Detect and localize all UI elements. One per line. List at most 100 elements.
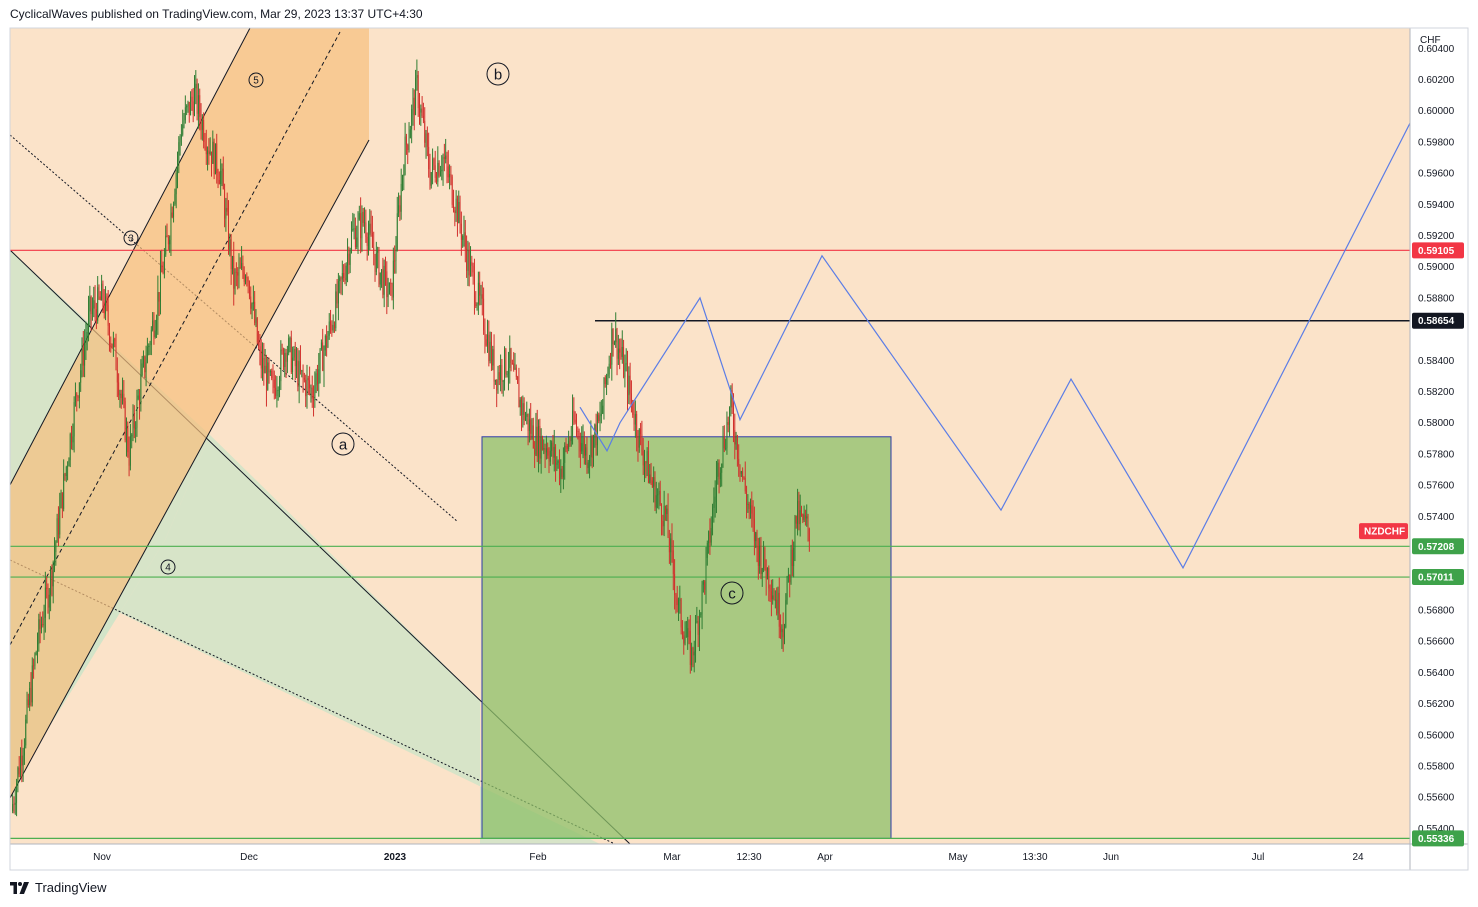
candle-body [201, 120, 203, 130]
candle-body [556, 462, 558, 465]
candle-body [296, 360, 297, 367]
candle-body [39, 619, 41, 629]
candle-body [504, 348, 505, 381]
candle-body [78, 382, 80, 399]
time-label: Mar [663, 852, 681, 863]
candle-body [490, 341, 492, 366]
candle-body [399, 205, 401, 212]
candle-body [785, 600, 787, 628]
candle-body [560, 468, 562, 480]
candle-body [616, 329, 618, 359]
price-tick-label: 0.59200 [1418, 231, 1455, 242]
candle-body [798, 500, 800, 525]
candle-body [54, 552, 55, 563]
candle-body [320, 342, 322, 349]
candle-body [259, 346, 261, 351]
candle-body [764, 547, 766, 568]
candle-body [640, 428, 642, 435]
candle-body [510, 348, 512, 364]
candle-body [760, 545, 762, 574]
candle-body [421, 108, 423, 117]
candle-body [237, 272, 239, 276]
candle-body [481, 294, 483, 299]
candle-body [81, 346, 83, 371]
candle-body [552, 442, 554, 458]
candle-body [356, 237, 358, 248]
channel-upper-line [9, 27, 251, 486]
footer-brand[interactable]: TradingView [10, 880, 107, 895]
candle-body [591, 437, 593, 458]
candle-body [167, 237, 169, 245]
candles-layer [12, 59, 810, 817]
candle-body [25, 719, 27, 746]
wave-label-circle-5 [248, 72, 264, 88]
price-tick-label: 0.60200 [1418, 75, 1455, 86]
candle-body [539, 425, 541, 459]
candle-body [132, 414, 134, 436]
candle-body [659, 490, 661, 505]
candle-body [331, 324, 333, 331]
candle-body [322, 342, 324, 371]
candle-body [77, 396, 79, 399]
price-tick-label: 0.57800 [1418, 449, 1455, 460]
candle-body [629, 375, 631, 394]
candle-body [509, 348, 511, 368]
candle-body [239, 267, 241, 269]
candle-body [242, 263, 244, 273]
price-tick-label: 0.55400 [1418, 824, 1455, 835]
time-label: 12:30 [736, 852, 761, 863]
candle-body [542, 436, 543, 450]
candle-body [449, 174, 451, 178]
candle-body [256, 318, 258, 343]
candle-body [725, 448, 727, 449]
candle-body [471, 261, 473, 266]
candle-body [492, 349, 494, 366]
projection-layer [579, 122, 1411, 570]
candle-body [679, 599, 681, 601]
candle-body [126, 427, 127, 441]
candle-body [577, 431, 579, 432]
candle-body [751, 505, 753, 514]
candle-body [64, 473, 66, 476]
candle-body [173, 204, 175, 217]
wave-label-circle-4 [160, 559, 176, 575]
candle-body [379, 272, 381, 285]
candle-body [269, 370, 271, 373]
candle-body [714, 496, 716, 503]
candle-body [559, 460, 560, 480]
candle-body [17, 767, 19, 784]
candle-body [759, 545, 761, 566]
candle-body [400, 183, 402, 212]
price-tick-label: 0.55600 [1418, 793, 1455, 804]
candle-body [525, 416, 526, 421]
candle-body [545, 448, 547, 453]
candle-body [14, 802, 16, 805]
candle-body [220, 170, 222, 184]
candle-body [110, 343, 112, 345]
candle-body [302, 370, 304, 378]
candle-body [97, 287, 99, 322]
candle-body [292, 357, 294, 373]
candle-body [704, 581, 706, 590]
candle-body [231, 255, 233, 270]
candle-body [467, 250, 469, 271]
candle-body [388, 282, 390, 295]
candle-body [522, 403, 524, 416]
candle-body [326, 335, 328, 348]
candle-body [420, 108, 422, 113]
candle-body [26, 699, 28, 720]
candle-body [254, 301, 256, 323]
candle-body [305, 379, 307, 397]
candle-body [738, 458, 740, 465]
candle-body [536, 426, 538, 457]
candle-body [332, 324, 334, 331]
candle-body [719, 472, 721, 480]
candle-body [784, 627, 785, 638]
candle-body [433, 158, 435, 166]
candle-body [273, 379, 275, 388]
candle-body [369, 223, 371, 235]
candle-body [252, 301, 254, 304]
price-tick-label: 0.58000 [1418, 418, 1455, 429]
